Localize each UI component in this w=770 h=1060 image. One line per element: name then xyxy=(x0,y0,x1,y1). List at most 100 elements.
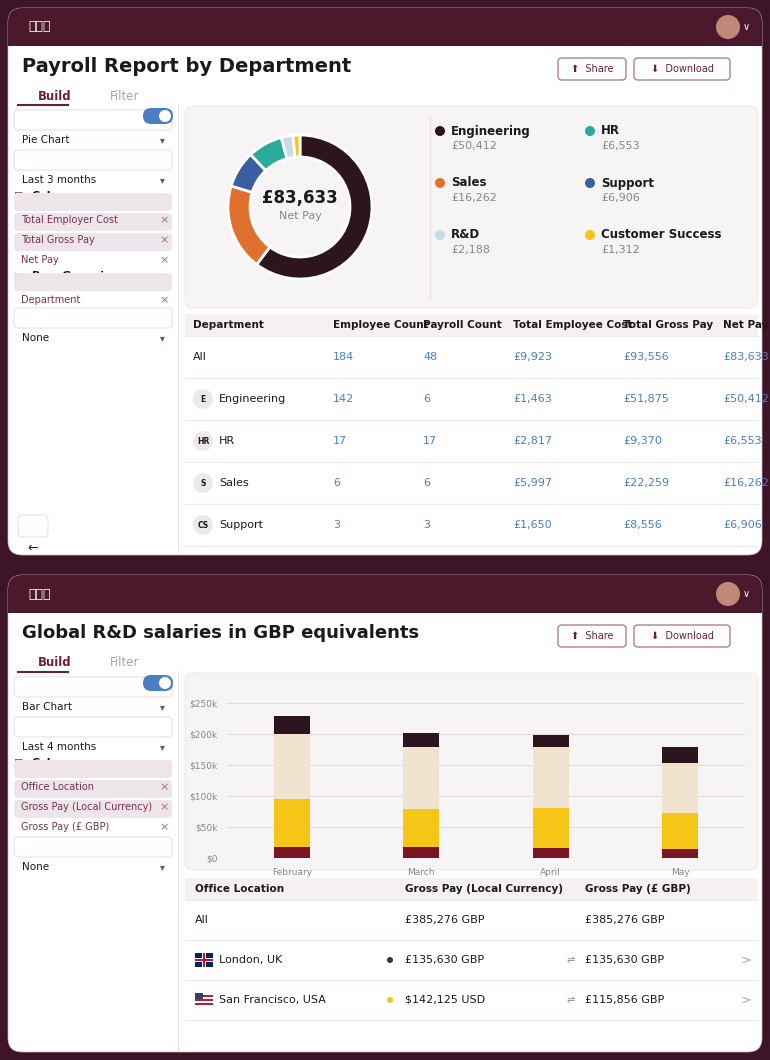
Bar xyxy=(403,746,440,809)
Text: ⊞: ⊞ xyxy=(14,151,23,161)
Text: ⊞: ⊞ xyxy=(14,718,23,728)
Wedge shape xyxy=(293,135,300,157)
Text: 3: 3 xyxy=(333,520,340,530)
Text: ▾: ▾ xyxy=(159,175,165,186)
FancyBboxPatch shape xyxy=(14,233,172,251)
Bar xyxy=(195,958,213,962)
Text: Gross Pay (£ GBP): Gross Pay (£ GBP) xyxy=(21,822,109,832)
Bar xyxy=(195,953,213,967)
Text: £9,370: £9,370 xyxy=(623,436,662,446)
Text: San Francisco, USA: San Francisco, USA xyxy=(219,995,326,1005)
Text: Aggregation: Aggregation xyxy=(32,838,109,848)
Text: ←: ← xyxy=(28,542,38,554)
Text: ≡: ≡ xyxy=(14,271,23,281)
Bar xyxy=(273,798,310,847)
Wedge shape xyxy=(281,136,295,159)
Text: E: E xyxy=(200,394,206,404)
Text: Dates: Dates xyxy=(32,718,68,728)
Text: Payroll Count: Payroll Count xyxy=(423,320,502,330)
Text: ∨: ∨ xyxy=(743,589,750,599)
Text: Row Grouping: Row Grouping xyxy=(32,271,120,281)
Text: £385,276 GBP: £385,276 GBP xyxy=(585,915,665,925)
Circle shape xyxy=(585,126,595,136)
Text: HR: HR xyxy=(197,437,209,445)
Text: £135,630 GBP: £135,630 GBP xyxy=(405,955,484,965)
Bar xyxy=(273,734,310,798)
FancyBboxPatch shape xyxy=(558,625,626,647)
Bar xyxy=(185,314,758,336)
Text: CS: CS xyxy=(197,520,209,530)
Text: ↻: ↻ xyxy=(14,678,23,688)
Text: £83,633: £83,633 xyxy=(723,352,768,363)
Bar xyxy=(195,993,203,999)
Wedge shape xyxy=(231,155,266,192)
FancyBboxPatch shape xyxy=(14,677,172,697)
Bar xyxy=(403,847,440,858)
Bar xyxy=(403,734,440,746)
Text: £22,259: £22,259 xyxy=(623,478,669,488)
Bar xyxy=(202,953,206,967)
Text: S: S xyxy=(200,478,206,488)
Text: 6: 6 xyxy=(423,394,430,404)
Text: Sales: Sales xyxy=(219,478,249,488)
Bar xyxy=(662,746,698,763)
Text: Bar Chart: Bar Chart xyxy=(22,702,72,712)
Bar xyxy=(662,849,698,858)
Text: ⇌: ⇌ xyxy=(567,995,575,1005)
Text: London, UK: London, UK xyxy=(219,955,283,965)
Circle shape xyxy=(435,230,445,240)
Text: ⬇  Download: ⬇ Download xyxy=(651,631,714,641)
Bar xyxy=(195,1005,213,1007)
Text: ꩜꩜꩜: ꩜꩜꩜ xyxy=(28,587,51,601)
FancyBboxPatch shape xyxy=(14,213,172,231)
Text: Net Pay: Net Pay xyxy=(279,211,321,220)
Text: £6,553: £6,553 xyxy=(723,436,762,446)
Text: £1,463: £1,463 xyxy=(513,394,552,404)
Text: ▾: ▾ xyxy=(159,333,165,343)
Text: Net Pay: Net Pay xyxy=(21,255,59,265)
Text: >: > xyxy=(741,954,752,967)
Text: Chart: Chart xyxy=(32,678,66,688)
Circle shape xyxy=(193,515,213,535)
Text: ⊞: ⊞ xyxy=(14,191,23,201)
Text: R&D: R&D xyxy=(451,229,480,242)
Text: Last 3 months: Last 3 months xyxy=(22,175,96,186)
Text: $142,125 USD: $142,125 USD xyxy=(405,995,485,1005)
Text: £115,856 GBP: £115,856 GBP xyxy=(585,995,665,1005)
Text: Support: Support xyxy=(219,520,263,530)
Text: Department: Department xyxy=(21,295,80,305)
Text: ⊞: ⊞ xyxy=(14,758,23,768)
Text: ⬇  Download: ⬇ Download xyxy=(651,64,714,74)
Circle shape xyxy=(193,431,213,450)
Text: ×: × xyxy=(159,782,169,792)
Text: Sales: Sales xyxy=(451,177,487,190)
Text: 3: 3 xyxy=(423,520,430,530)
Text: Build: Build xyxy=(38,656,72,670)
FancyBboxPatch shape xyxy=(14,760,172,778)
Text: 184: 184 xyxy=(333,352,354,363)
Bar xyxy=(403,809,440,847)
Bar xyxy=(203,953,205,967)
Text: £83,633: £83,633 xyxy=(262,189,338,207)
Circle shape xyxy=(159,677,171,689)
Bar xyxy=(195,1001,213,1003)
Bar xyxy=(195,997,213,999)
Text: ⬆  Share: ⬆ Share xyxy=(571,64,613,74)
Text: Dates: Dates xyxy=(32,151,68,161)
FancyBboxPatch shape xyxy=(14,151,172,170)
Text: £16,262: £16,262 xyxy=(723,478,769,488)
Bar xyxy=(662,813,698,849)
Text: ↻: ↻ xyxy=(14,111,23,121)
Text: ×: × xyxy=(159,802,169,812)
FancyBboxPatch shape xyxy=(14,308,172,328)
Text: All: All xyxy=(195,915,209,925)
FancyBboxPatch shape xyxy=(185,106,758,308)
Text: Payroll Report by Department: Payroll Report by Department xyxy=(22,56,351,75)
Text: Gross Pay (Local Currency): Gross Pay (Local Currency) xyxy=(405,884,563,894)
FancyBboxPatch shape xyxy=(143,108,173,124)
Text: Aggregation: Aggregation xyxy=(32,310,109,319)
Bar xyxy=(8,26,762,46)
Circle shape xyxy=(435,126,445,136)
Text: Pie Chart: Pie Chart xyxy=(22,135,69,145)
Wedge shape xyxy=(256,135,372,279)
